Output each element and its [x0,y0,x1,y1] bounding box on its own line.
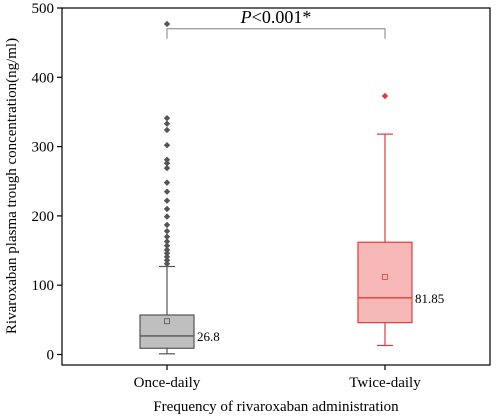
x-tick-label-0: Once-daily [134,375,201,391]
outlier-0-2 [163,253,171,260]
x-tick-label-1: Twice-daily [349,375,421,391]
outlier-0-6 [163,238,171,245]
outlier-0-19 [163,126,171,134]
outlier-0-13 [163,188,171,195]
significance-bracket: P<0.001* [166,7,386,39]
outlier-0-11 [163,205,171,213]
mean-marker-0 [164,318,170,325]
outlier-0-22 [163,20,171,28]
significance-label: P<0.001* [240,7,312,27]
outlier-0-4 [163,246,171,254]
outlier-0-3 [163,250,171,257]
y-tick-label-0: 0 [47,348,55,364]
y-axis: 0 100 200 300 400 500 [32,1,62,364]
outlier-0-21 [163,114,171,122]
significance-value: <0.001* [252,7,312,27]
significance-p: P [240,7,252,27]
outlier-0-7 [163,233,171,240]
y-tick-label-300: 300 [32,140,55,156]
y-tick-label-200: 200 [32,209,55,225]
y-tick-label-100: 100 [32,278,55,294]
outlier-0-15 [163,164,171,172]
bracket-line [166,28,386,39]
outlier-0-18 [163,142,171,149]
plot-frame [61,7,491,366]
box-0 [139,314,195,349]
box-1 [357,241,413,324]
x-axis: Once-daily Twice-daily [134,365,421,391]
mean-marker-1 [382,273,388,280]
y-axis-title: Rivaroxaban plasma trough concentration(… [4,38,20,334]
outlier-0-5 [163,242,171,249]
box-group-0: 26.8 [139,20,220,355]
outlier-0-20 [163,120,171,127]
outlier-0-0 [163,260,171,267]
outlier-0-8 [163,227,171,235]
median-label-1: 81.85 [415,291,444,306]
outlier-0-14 [163,179,171,186]
outlier-0-12 [163,197,171,204]
median-label-0: 26.8 [197,329,220,344]
y-tick-label-400: 400 [32,70,55,86]
outlier-0-9 [163,221,171,229]
outlier-0-16 [163,160,171,167]
x-axis-title: Frequency of rivaroxaban administration [153,399,399,415]
boxes: 26.8 81.85 [139,20,444,355]
box-group-1: 81.85 [357,92,444,347]
outlier-0-1 [163,257,171,264]
outlier-1-0 [381,92,389,100]
outlier-0-10 [163,213,171,220]
outlier-0-17 [163,156,171,163]
y-tick-label-500: 500 [32,1,55,17]
